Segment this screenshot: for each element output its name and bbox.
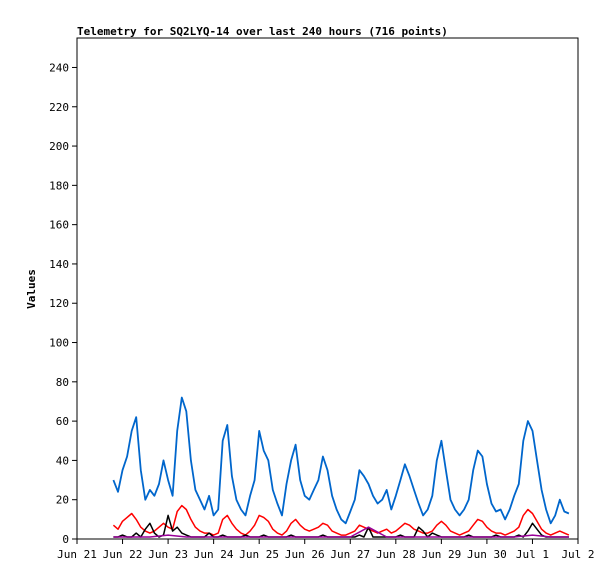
series-line-1 <box>112 396 570 525</box>
x-tick-label: Jun 28 <box>376 548 416 561</box>
y-tick-label: 40 <box>56 454 69 467</box>
y-axis-label: Values <box>25 269 38 309</box>
x-tick-label: Jun 30 <box>467 548 507 561</box>
x-tick-label: Jul 2 <box>561 548 594 561</box>
x-tick-label: Jun 22 <box>103 548 143 561</box>
y-tick-label: 140 <box>49 258 69 271</box>
x-tick-label: Jun 21 <box>57 548 97 561</box>
x-tick-label: Jun 24 <box>194 548 234 561</box>
y-tick-label: 100 <box>49 337 69 350</box>
y-tick-label: 200 <box>49 140 69 153</box>
series-line-4 <box>113 526 569 538</box>
plot-frame <box>76 37 579 540</box>
y-tick-label: 60 <box>56 415 69 428</box>
x-tick-label: Jun 26 <box>285 548 325 561</box>
y-tick-label: 0 <box>62 533 69 546</box>
y-tick-label: 240 <box>49 61 69 74</box>
y-tick-label: 120 <box>49 297 69 310</box>
series-line-2 <box>112 504 570 536</box>
x-tick-label: Jun 23 <box>148 548 188 561</box>
y-axis: 0 20 40 60 80 100 120 140 160 180 200 220 240 <box>49 61 77 546</box>
x-tick-label: Jun 29 <box>421 548 461 561</box>
y-tick-label: 160 <box>49 219 69 232</box>
y-tick-label: 80 <box>56 376 69 389</box>
y-tick-label: 20 <box>56 494 69 507</box>
chart-title: Telemetry for SQ2LYQ-14 over last 240 ho… <box>77 25 448 38</box>
y-tick-label: 180 <box>49 179 69 192</box>
x-tick-label: Jun 27 <box>330 548 370 561</box>
series-layer <box>112 396 570 538</box>
y-tick-label: 220 <box>49 101 69 114</box>
x-tick-label: Jul 1 <box>516 548 549 561</box>
x-tick-label: Jun 25 <box>239 548 279 561</box>
x-axis: Jun 21 Jun 22 Jun 23 Jun 24 Jun 25 Jun 26 Jun … <box>57 539 595 561</box>
